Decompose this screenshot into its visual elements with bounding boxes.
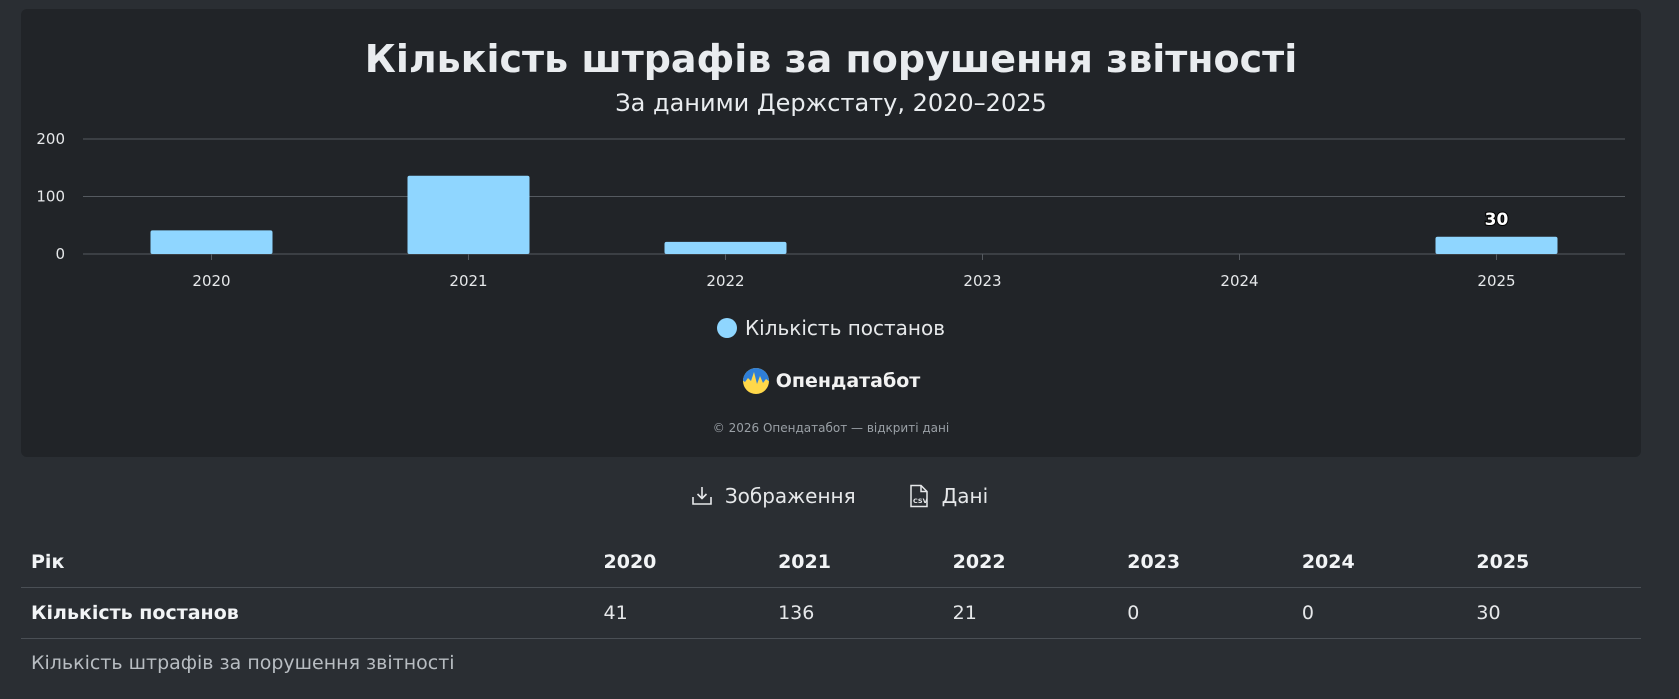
download-data-button[interactable]: CSV Дані (902, 480, 995, 512)
x-tick-label: 2023 (963, 272, 1001, 290)
data-table: Рік 2020 2021 2022 2023 2024 2025 Кількі… (21, 537, 1641, 639)
table-header-year: 2023 (1117, 537, 1292, 588)
x-tick-label: 2025 (1477, 272, 1515, 290)
table-row: Кількість постанов 41 136 21 0 0 30 (21, 587, 1641, 639)
y-tick-label: 100 (36, 188, 65, 206)
brand-name: Опендатабот (775, 370, 921, 392)
table-row-label: Кількість постанов (21, 587, 594, 639)
opendatabot-logo-icon (742, 368, 769, 394)
chart-legend[interactable]: Кількість постанов (21, 316, 1641, 340)
svg-text:CSV: CSV (913, 497, 928, 505)
table-header-year: 2020 (593, 537, 769, 588)
chart-card: Кількість штрафів за порушення звітності… (21, 9, 1641, 457)
table-caption: Кількість штрафів за порушення звітності (31, 652, 455, 674)
table-header-row: Рік 2020 2021 2022 2023 2024 2025 (21, 537, 1641, 588)
chart-subtitle: За даними Держстату, 2020–2025 (615, 89, 1047, 117)
table-cell: 30 (1466, 587, 1641, 639)
bar-chart-plot: 0 100 200 2020 2021 2022 2023 2024 2025 30 (36, 130, 1625, 290)
bar (150, 230, 273, 254)
legend-label: Кількість постанов (744, 316, 946, 340)
x-tick-label: 2020 (192, 272, 230, 290)
table-cell: 41 (593, 587, 769, 639)
chart-title: Кількість штрафів за порушення звітності (364, 37, 1298, 81)
data-label: 30 (1485, 210, 1509, 230)
table-cell: 136 (768, 587, 943, 639)
x-tick-label: 2021 (449, 272, 487, 290)
export-toolbar: Зображення CSV Дані (0, 480, 1679, 512)
table-header-year: 2022 (942, 537, 1118, 588)
y-tick-label: 200 (36, 130, 65, 148)
brand: Опендатабот (21, 367, 1641, 395)
table-cell: 0 (1117, 587, 1292, 639)
x-tick-label: 2022 (706, 272, 744, 290)
table-header-year: 2025 (1466, 537, 1641, 588)
table-cell: 0 (1291, 587, 1467, 639)
table-cell: 21 (942, 587, 1118, 639)
y-tick-label: 0 (55, 245, 65, 263)
download-image-button[interactable]: Зображення (685, 480, 862, 512)
legend-swatch-icon (716, 318, 737, 338)
table-header-year: 2021 (768, 537, 943, 588)
bar (664, 241, 787, 254)
csv-file-icon: CSV (909, 484, 928, 508)
x-tick-label: 2024 (1220, 272, 1258, 290)
download-image-label: Зображення (724, 484, 856, 508)
bar (407, 175, 530, 254)
bar (1435, 236, 1558, 254)
download-icon (692, 487, 712, 505)
download-data-label: Дані (941, 484, 989, 508)
copyright-text: © 2026 Опендатабот — відкриті дані (712, 421, 950, 435)
table-header-label: Рік (21, 537, 594, 588)
table-header-year: 2024 (1291, 537, 1467, 588)
